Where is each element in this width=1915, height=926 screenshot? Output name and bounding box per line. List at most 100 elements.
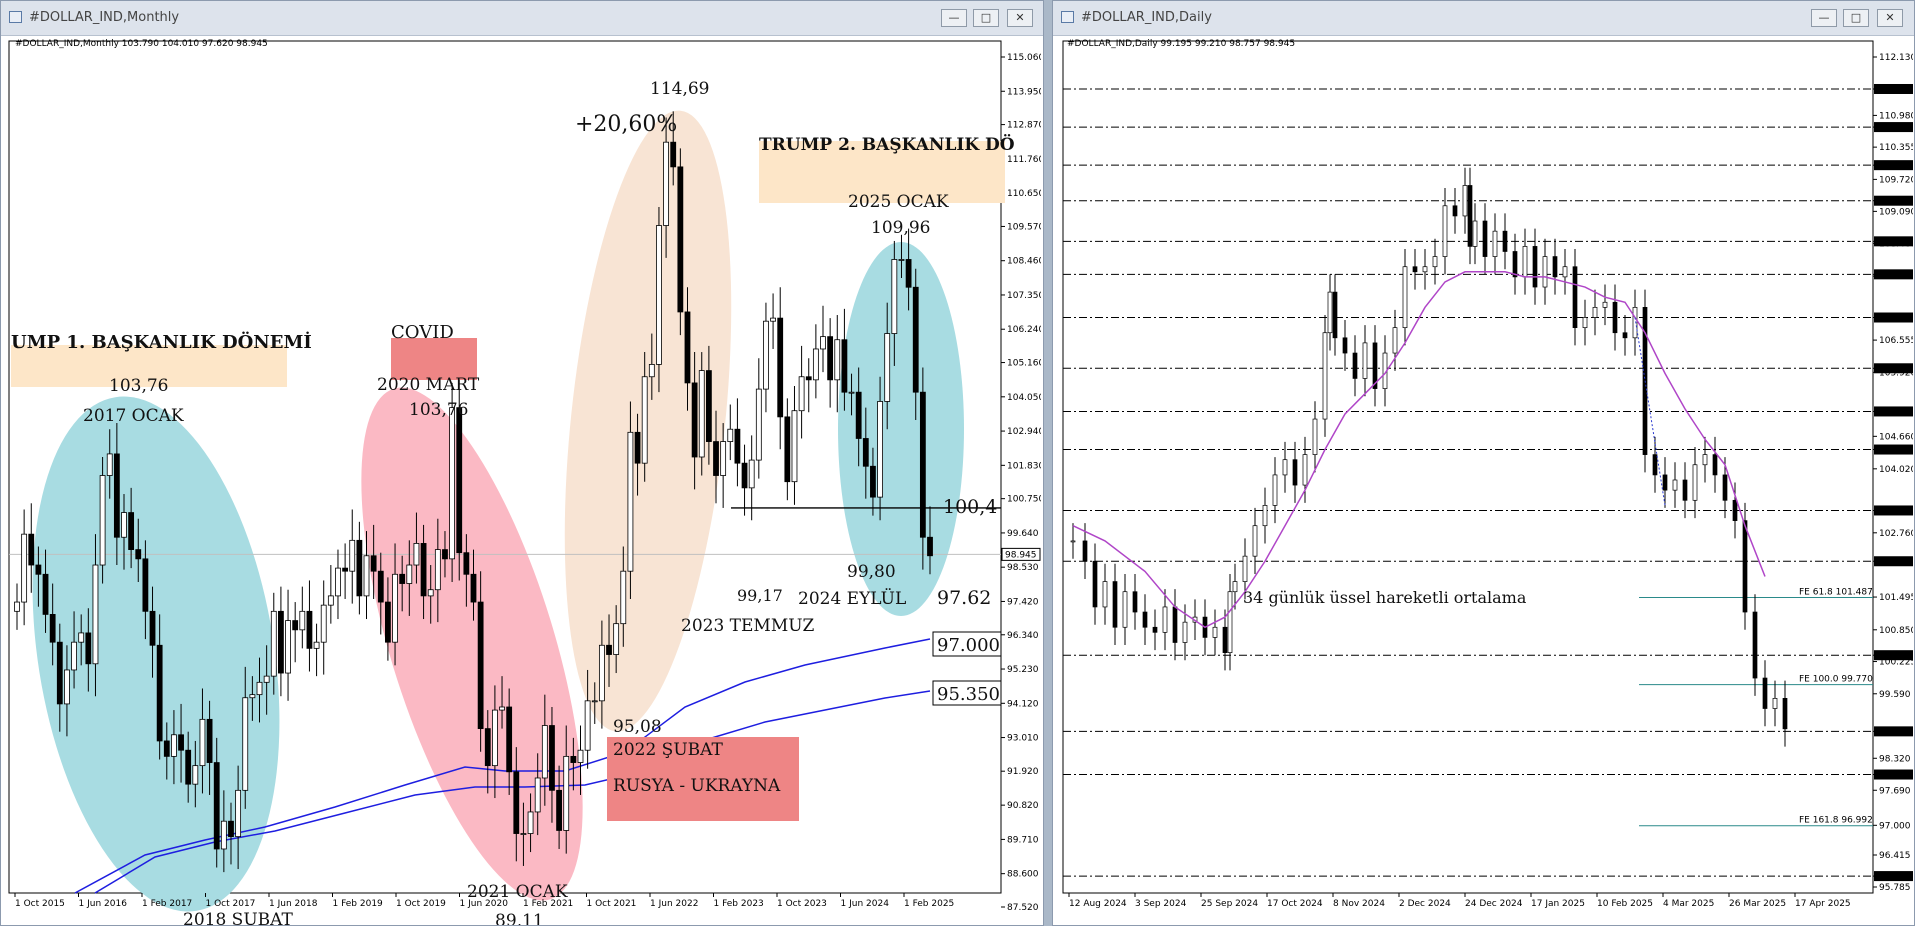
candle-body xyxy=(1342,337,1348,354)
monthly-chart[interactable]: #DOLLAR_IND,Monthly 103.790 104.010 97.6… xyxy=(5,37,1041,925)
y-tick-label: 98.320 xyxy=(1879,754,1911,764)
level-tag xyxy=(1874,160,1913,171)
candle-body xyxy=(263,675,270,683)
plot-area xyxy=(1062,40,1874,894)
daily-chart[interactable]: #DOLLAR_IND,Daily 99.195 99.210 98.757 9… xyxy=(1057,37,1913,925)
y-tick-label: 89.710 xyxy=(1007,835,1039,845)
y-tick-label: 95.785 xyxy=(1879,883,1911,893)
candle-body xyxy=(135,549,142,560)
y-tick-label: 106.240 xyxy=(1007,325,1041,335)
annotation-label: RUSYA - UKRAYNA xyxy=(613,776,781,796)
candle-body xyxy=(606,644,612,655)
candle-body xyxy=(292,620,299,631)
candle-body xyxy=(192,765,199,785)
candle-body xyxy=(1622,332,1628,339)
y-tick-label: 110.650 xyxy=(1007,189,1041,199)
candle-body xyxy=(727,428,734,442)
candle-body xyxy=(249,694,256,699)
candle-body xyxy=(705,370,712,442)
x-tick-label: 10 Feb 2025 xyxy=(1597,899,1653,909)
candle-body xyxy=(470,573,477,603)
candle-body xyxy=(363,555,370,597)
y-tick-label: 91.920 xyxy=(1007,767,1039,777)
y-tick-label: 96.340 xyxy=(1007,631,1039,641)
level-tag xyxy=(1874,83,1913,94)
y-tick-label: 93.010 xyxy=(1007,734,1039,744)
candle-body xyxy=(1292,459,1298,486)
close-button[interactable]: ✕ xyxy=(1007,9,1033,27)
candle-body xyxy=(56,641,63,705)
candle-body xyxy=(884,333,891,402)
candle-body xyxy=(777,317,784,418)
candle-body xyxy=(891,259,898,334)
candle-body xyxy=(1142,611,1148,628)
monthly-chart-window[interactable]: #DOLLAR_IND,Monthly — □ ✕ #DOLLAR_IND,Mo… xyxy=(0,0,1044,926)
annotation-label: 95,08 xyxy=(613,717,662,737)
candle-body xyxy=(278,610,284,674)
candle-body xyxy=(1262,505,1268,527)
candle-body xyxy=(1762,677,1768,709)
candle-body xyxy=(1442,205,1448,257)
x-tick-label: 24 Dec 2024 xyxy=(1465,899,1523,909)
x-tick-label: 1 Feb 2021 xyxy=(523,899,573,909)
candle-body xyxy=(1662,474,1668,491)
level-tag-label: 108.500 xyxy=(1877,237,1913,247)
candle-body xyxy=(49,614,56,643)
candle-body xyxy=(206,718,213,763)
x-tick-label: 1 Feb 2023 xyxy=(714,899,764,909)
candle-body xyxy=(591,700,598,703)
candle-body xyxy=(35,564,42,575)
level-tag-label: 111.500 xyxy=(1877,85,1913,95)
candle-body xyxy=(1212,626,1218,638)
annotation-box xyxy=(11,345,287,387)
restore-button[interactable]: □ xyxy=(973,9,999,27)
minimize-button[interactable]: — xyxy=(1811,9,1837,27)
candle-body xyxy=(784,416,791,483)
y-tick-label: 97.420 xyxy=(1007,597,1039,607)
candle-body xyxy=(513,771,520,834)
y-tick-label: 101.830 xyxy=(1007,461,1041,471)
candle-body xyxy=(1692,464,1698,501)
candle-body xyxy=(21,533,28,603)
candle-body xyxy=(171,734,177,757)
daily-window-titlebar[interactable]: #DOLLAR_IND,Daily — □ ✕ xyxy=(1053,1,1914,36)
daily-chart-window[interactable]: #DOLLAR_IND,Daily — □ ✕ #DOLLAR_IND,Dail… xyxy=(1052,0,1915,926)
x-tick-label: 1 Oct 2021 xyxy=(587,899,637,909)
candle-body xyxy=(1782,698,1788,730)
y-tick-label: 100.750 xyxy=(1007,495,1041,505)
candle-body xyxy=(1712,454,1718,476)
level-tag xyxy=(1874,406,1913,417)
minimize-button[interactable]: — xyxy=(941,9,967,27)
y-tick-label: 112.870 xyxy=(1007,121,1041,131)
close-button[interactable]: ✕ xyxy=(1877,9,1903,27)
candle-body xyxy=(1172,606,1178,643)
x-tick-label: 1 Jun 2020 xyxy=(460,899,509,909)
level-box xyxy=(932,631,1002,657)
candle-body xyxy=(1412,266,1418,273)
candle-body xyxy=(235,789,242,838)
candle-body xyxy=(905,259,912,288)
y-tick-label: 87.520 xyxy=(1007,903,1039,913)
y-tick-label: 109.090 xyxy=(1879,207,1913,217)
y-tick-label: 90.820 xyxy=(1007,801,1039,811)
candle-body xyxy=(663,141,669,226)
current-price-label: 98.945 xyxy=(1005,550,1037,560)
candle-body xyxy=(320,604,327,643)
x-tick-label: 12 Aug 2024 xyxy=(1069,899,1127,909)
restore-button[interactable]: □ xyxy=(1843,9,1869,27)
annotation-label: UMP 1. BAŞKANLIK DÖNEMİ xyxy=(11,330,312,353)
level-tag xyxy=(1874,363,1913,374)
candle-body xyxy=(741,462,748,489)
trump2-period-ellipse xyxy=(838,242,964,616)
candle-body xyxy=(185,749,192,785)
candle-body xyxy=(377,570,384,603)
candle-body xyxy=(370,555,377,572)
candle-body xyxy=(1602,301,1608,308)
candle-body xyxy=(720,441,727,476)
annotation-label: 103,76 xyxy=(409,400,468,420)
candle-body xyxy=(1432,256,1438,268)
monthly-window-titlebar[interactable]: #DOLLAR_IND,Monthly — □ ✕ xyxy=(1,1,1043,36)
x-tick-label: 1 Oct 2023 xyxy=(777,899,827,909)
candle-body xyxy=(763,320,769,390)
fib-label: FE 100.0 99.770 xyxy=(1799,675,1873,685)
